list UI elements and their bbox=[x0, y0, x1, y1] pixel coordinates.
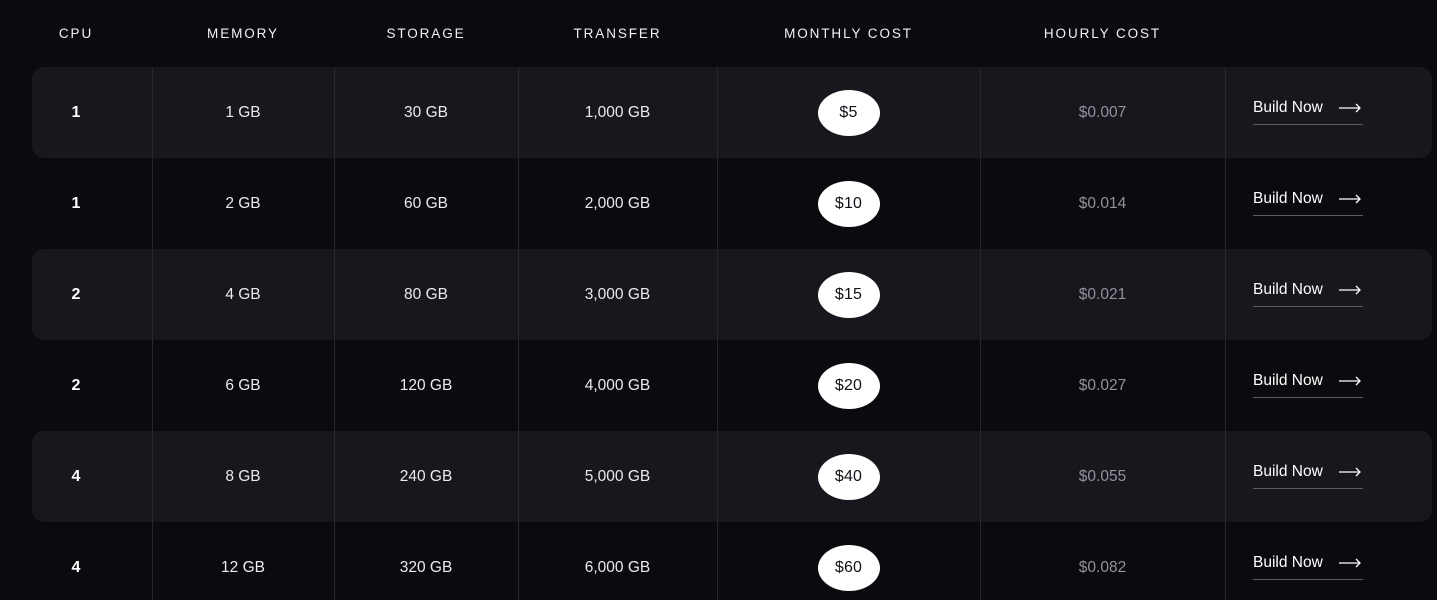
column-header-monthly-cost: MONTHLY COST bbox=[784, 26, 913, 41]
cell-cpu: 4 bbox=[71, 558, 81, 576]
table-row: 4 8 GB 240 GB 5,000 GB $40 $0.055 Build … bbox=[0, 431, 1437, 522]
cell-memory: 6 GB bbox=[225, 376, 261, 394]
price-badge: $5 bbox=[817, 89, 880, 136]
build-now-label: Build Now bbox=[1253, 462, 1323, 480]
cell-action: Build Now bbox=[1225, 340, 1437, 431]
cell-storage: 80 GB bbox=[404, 285, 448, 303]
cell-hourly-cost: $0.082 bbox=[1078, 558, 1127, 576]
arrow-right-icon bbox=[1338, 467, 1363, 477]
build-now-link[interactable]: Build Now bbox=[1253, 464, 1363, 490]
cell-monthly-cost: $40 bbox=[717, 431, 980, 522]
price-badge: $40 bbox=[817, 453, 880, 500]
build-now-label: Build Now bbox=[1253, 553, 1323, 571]
cell-cpu: 4 bbox=[71, 467, 81, 485]
price-badge: $60 bbox=[817, 544, 880, 591]
build-now-label: Build Now bbox=[1253, 371, 1323, 389]
cell-monthly-cost: $20 bbox=[717, 340, 980, 431]
build-now-link[interactable]: Build Now bbox=[1253, 191, 1363, 217]
cell-memory: 12 GB bbox=[221, 558, 265, 576]
cell-cpu: 2 bbox=[71, 376, 81, 394]
cell-hourly-cost: $0.014 bbox=[1078, 194, 1127, 212]
cell-hourly-cost: $0.021 bbox=[1078, 285, 1127, 303]
build-now-link[interactable]: Build Now bbox=[1253, 555, 1363, 581]
table-row: 2 6 GB 120 GB 4,000 GB $20 $0.027 Build … bbox=[0, 340, 1437, 431]
table-row: 2 4 GB 80 GB 3,000 GB $15 $0.021 Build N… bbox=[0, 249, 1437, 340]
build-now-label: Build Now bbox=[1253, 98, 1323, 116]
cell-memory: 8 GB bbox=[225, 467, 261, 485]
build-now-link[interactable]: Build Now bbox=[1253, 100, 1363, 126]
arrow-right-icon bbox=[1338, 103, 1363, 113]
column-header-transfer: TRANSFER bbox=[573, 26, 662, 41]
cell-storage: 60 GB bbox=[404, 194, 448, 212]
column-header-hourly-cost: HOURLY COST bbox=[1043, 26, 1162, 41]
cell-transfer: 2,000 GB bbox=[584, 194, 651, 212]
cell-action: Build Now bbox=[1225, 158, 1437, 249]
cell-transfer: 4,000 GB bbox=[584, 376, 651, 394]
cell-transfer: 6,000 GB bbox=[584, 558, 651, 576]
cell-hourly-cost: $0.055 bbox=[1078, 467, 1127, 485]
cell-cpu: 1 bbox=[71, 103, 81, 121]
cell-storage: 320 GB bbox=[399, 558, 453, 576]
cell-transfer: 5,000 GB bbox=[584, 467, 651, 485]
arrow-right-icon bbox=[1338, 194, 1363, 204]
cell-memory: 1 GB bbox=[225, 103, 261, 121]
price-badge: $15 bbox=[817, 271, 880, 318]
cell-monthly-cost: $60 bbox=[717, 522, 980, 600]
column-header-memory: MEMORY bbox=[207, 26, 279, 41]
column-header-storage: STORAGE bbox=[386, 26, 466, 41]
cell-transfer: 1,000 GB bbox=[584, 103, 651, 121]
cell-memory: 2 GB bbox=[225, 194, 261, 212]
table-body: 1 1 GB 30 GB 1,000 GB $5 $0.007 Build No… bbox=[0, 67, 1437, 600]
table-header-row: CPU MEMORY STORAGE TRANSFER MONTHLY COST… bbox=[0, 0, 1437, 67]
table-row: 1 1 GB 30 GB 1,000 GB $5 $0.007 Build No… bbox=[0, 67, 1437, 158]
column-header-cpu: CPU bbox=[58, 26, 94, 41]
table-row: 1 2 GB 60 GB 2,000 GB $10 $0.014 Build N… bbox=[0, 158, 1437, 249]
cell-hourly-cost: $0.007 bbox=[1078, 103, 1127, 121]
cell-storage: 240 GB bbox=[399, 467, 453, 485]
table-row: 4 12 GB 320 GB 6,000 GB $60 $0.082 Build… bbox=[0, 522, 1437, 600]
cell-memory: 4 GB bbox=[225, 285, 261, 303]
build-now-label: Build Now bbox=[1253, 189, 1323, 207]
cell-cpu: 2 bbox=[71, 285, 81, 303]
cell-hourly-cost: $0.027 bbox=[1078, 376, 1127, 394]
cell-cpu: 1 bbox=[71, 194, 81, 212]
cell-monthly-cost: $10 bbox=[717, 158, 980, 249]
build-now-link[interactable]: Build Now bbox=[1253, 282, 1363, 308]
arrow-right-icon bbox=[1338, 376, 1363, 386]
cell-action: Build Now bbox=[1225, 522, 1437, 600]
arrow-right-icon bbox=[1338, 285, 1363, 295]
cell-storage: 30 GB bbox=[404, 103, 448, 121]
cell-monthly-cost: $15 bbox=[717, 249, 980, 340]
price-badge: $20 bbox=[817, 362, 880, 409]
cell-action: Build Now bbox=[1225, 67, 1437, 158]
cell-action: Build Now bbox=[1225, 249, 1437, 340]
arrow-right-icon bbox=[1338, 558, 1363, 568]
cell-action: Build Now bbox=[1225, 431, 1437, 522]
price-badge: $10 bbox=[817, 180, 880, 227]
cell-transfer: 3,000 GB bbox=[584, 285, 651, 303]
build-now-label: Build Now bbox=[1253, 280, 1323, 298]
column-header-action bbox=[1225, 0, 1437, 67]
cell-monthly-cost: $5 bbox=[717, 67, 980, 158]
build-now-link[interactable]: Build Now bbox=[1253, 373, 1363, 399]
cell-storage: 120 GB bbox=[399, 376, 453, 394]
